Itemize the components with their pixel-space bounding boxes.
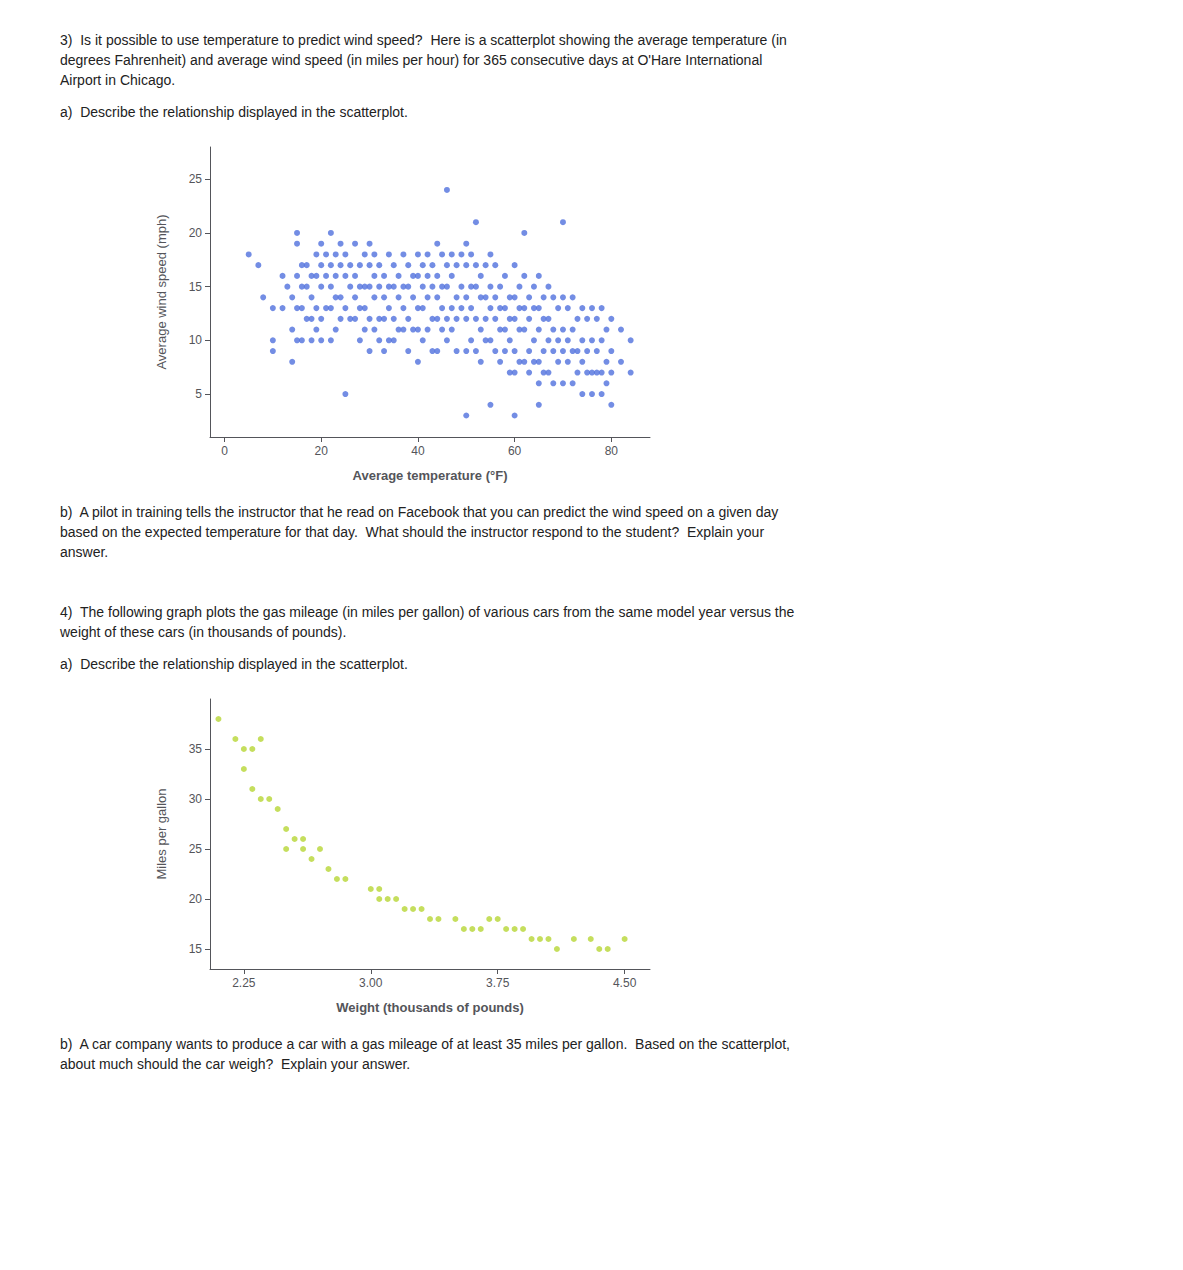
svg-text:Average wind speed (mph): Average wind speed (mph) xyxy=(154,214,169,369)
svg-text:30: 30 xyxy=(189,792,203,806)
svg-text:10: 10 xyxy=(189,333,203,347)
svg-text:40: 40 xyxy=(411,444,425,458)
svg-text:3.75: 3.75 xyxy=(486,976,510,990)
svg-text:15: 15 xyxy=(189,942,203,956)
svg-text:weight of these cars (in thous: weight of these cars (in thousands of po… xyxy=(59,624,346,640)
svg-text:3) Is it possible to use temp: 3) Is it possible to use temperature to … xyxy=(60,32,787,48)
svg-text:20: 20 xyxy=(189,226,203,240)
svg-text:35: 35 xyxy=(189,742,203,756)
svg-text:Miles per gallon: Miles per gallon xyxy=(154,788,169,879)
svg-text:20: 20 xyxy=(189,892,203,906)
svg-text:about much should the car weig: about much should the car weigh? Explain… xyxy=(60,1056,410,1072)
svg-text:25: 25 xyxy=(189,172,203,186)
svg-text:60: 60 xyxy=(508,444,522,458)
svg-text:0: 0 xyxy=(221,444,228,458)
svg-text:b) A car company wants to pro: b) A car company wants to produce a car … xyxy=(60,1036,790,1052)
svg-text:Airport in Chicago.: Airport in Chicago. xyxy=(60,72,175,88)
svg-text:5: 5 xyxy=(195,387,202,401)
svg-text:2.25: 2.25 xyxy=(232,976,256,990)
svg-text:80: 80 xyxy=(605,444,619,458)
svg-text:20: 20 xyxy=(315,444,329,458)
svg-text:degrees Fahrenheit) and averag: degrees Fahrenheit) and average wind spe… xyxy=(60,52,762,68)
svg-text:25: 25 xyxy=(189,842,203,856)
svg-text:Weight (thousands of pounds): Weight (thousands of pounds) xyxy=(336,1000,524,1015)
svg-text:4.50: 4.50 xyxy=(613,976,637,990)
svg-text:b) A pilot in training tells: b) A pilot in training tells the instruc… xyxy=(60,504,778,520)
svg-text:15: 15 xyxy=(189,280,203,294)
svg-text:Average temperature (°F): Average temperature (°F) xyxy=(353,468,508,483)
svg-text:a) Describe the relationship: a) Describe the relationship displayed i… xyxy=(60,656,408,672)
svg-text:4) The following graph plots: 4) The following graph plots the gas mil… xyxy=(60,604,795,620)
svg-text:answer.: answer. xyxy=(60,544,108,560)
svg-text:3.00: 3.00 xyxy=(359,976,383,990)
svg-text:based on the expected temperat: based on the expected temperature for th… xyxy=(60,524,764,540)
svg-text:a) Describe the relationship: a) Describe the relationship displayed i… xyxy=(60,104,408,120)
